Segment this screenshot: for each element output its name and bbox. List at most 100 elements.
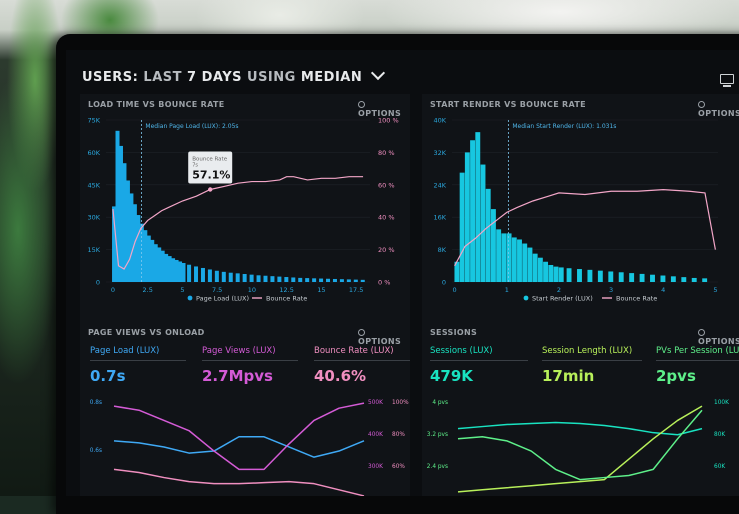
- bar: [475, 132, 480, 282]
- bar: [660, 276, 665, 282]
- y2-tick-label: 40 %: [378, 214, 395, 222]
- bar: [559, 267, 564, 282]
- bar: [178, 261, 182, 282]
- x-tick-label: 4: [661, 286, 665, 294]
- page-load-label: Page Load (LUX): [90, 346, 186, 356]
- y-tick-label: 60K: [87, 149, 100, 157]
- page-views-chart: 0.8s0.6s0.4s500K400K300K200K100%80%60%40…: [80, 394, 410, 496]
- x-tick-label: 0: [111, 286, 115, 294]
- bar: [257, 275, 261, 282]
- legend-label: Start Render (LUX): [532, 295, 593, 303]
- bar: [340, 279, 344, 282]
- y-tick-label: 4 pvs: [432, 400, 448, 406]
- bar: [507, 233, 512, 282]
- legend-label: Page Load (LUX): [196, 295, 249, 303]
- bar: [215, 271, 219, 282]
- page-load-metric[interactable]: Page Load (LUX) 0.7s: [90, 346, 186, 385]
- bar: [122, 163, 126, 282]
- legend-label: Bounce Rate: [266, 295, 307, 303]
- y-tick-label: 100%: [392, 400, 409, 406]
- y-tick-label: 400K: [368, 432, 383, 438]
- bar: [305, 278, 309, 282]
- bounce-rate-label: Bounce Rate (LUX): [314, 346, 410, 356]
- y-tick-label: 8K: [438, 246, 447, 254]
- bar: [168, 256, 172, 282]
- bar: [481, 165, 486, 282]
- bar: [171, 258, 175, 282]
- bar: [243, 274, 247, 282]
- median-annotation: Median Start Render (LUX): 1.031s: [512, 123, 616, 130]
- pvs-per-session-label: PVs Per Session (LUX): [656, 346, 739, 356]
- load-time-title: LOAD TIME VS BOUNCE RATE: [88, 100, 224, 109]
- pvs-per-session-metric[interactable]: PVs Per Session (LUX) 2pvs: [656, 346, 739, 385]
- y-tick-label: 3.2 pvs: [427, 432, 448, 438]
- monitor-icon[interactable]: [720, 74, 734, 84]
- page-views-options[interactable]: OPTIONS: [358, 328, 410, 346]
- page-views-title: PAGE VIEWS VS ONLOAD: [88, 328, 205, 337]
- legend-swatch: [188, 296, 193, 301]
- bar: [147, 236, 151, 282]
- start-render-panel: START RENDER VS BOUNCE RATE OPTIONS 0 8K 1…: [422, 94, 739, 324]
- bar: [129, 193, 133, 282]
- bar: [333, 279, 337, 282]
- y2-tick-label: 0 %: [378, 279, 390, 287]
- bar: [250, 275, 254, 282]
- bar: [650, 275, 655, 282]
- session-length-metric[interactable]: Session Length (LUX) 17min: [542, 346, 642, 385]
- bar: [512, 237, 517, 282]
- bar: [486, 189, 491, 282]
- bar: [161, 251, 165, 282]
- page-views-metric[interactable]: Page Views (LUX) 2.7Mpvs: [202, 346, 298, 385]
- y-tick-label: 75K: [87, 117, 100, 125]
- tooltip-value: 57.1%: [192, 168, 230, 181]
- tooltip-point: [208, 187, 212, 191]
- y-tick-label: 0.8s: [90, 400, 102, 406]
- page-views-panel: PAGE VIEWS VS ONLOAD OPTIONS Page Load (…: [80, 324, 410, 496]
- bar: [501, 233, 506, 282]
- y2-tick-label: 80 %: [378, 149, 395, 157]
- median-label: MEDIAN: [301, 70, 362, 85]
- gear-icon: [698, 329, 705, 336]
- bar: [136, 215, 140, 282]
- bar: [470, 140, 475, 282]
- sessions-metric[interactable]: Sessions (LUX) 479K: [430, 346, 528, 385]
- bar: [347, 279, 351, 282]
- bounce-rate-value: 40.6%: [314, 367, 410, 385]
- y-tick-label: 15K: [87, 246, 100, 254]
- bar: [587, 270, 592, 282]
- users-range-selector[interactable]: USERS: LAST 7 DAYS USING MEDIAN: [82, 70, 383, 85]
- chevron-down-icon[interactable]: [371, 66, 385, 80]
- y-tick-label: 60K: [714, 464, 725, 470]
- page-views-value: 2.7Mpvs: [202, 367, 298, 385]
- x-tick-label: 2.5: [143, 286, 153, 294]
- bar: [354, 280, 358, 282]
- bar: [277, 277, 281, 282]
- bar: [692, 278, 697, 282]
- y-tick-label: 300K: [368, 464, 383, 470]
- bar: [263, 276, 267, 282]
- bar: [143, 230, 147, 282]
- start-render-title: START RENDER VS BOUNCE RATE: [430, 100, 586, 109]
- bar: [491, 209, 496, 282]
- bar: [157, 247, 161, 282]
- page-load-value: 0.7s: [90, 367, 186, 385]
- bounce-rate-metric[interactable]: Bounce Rate (LUX) 40.6%: [314, 346, 410, 385]
- x-tick-label: 7.5: [212, 286, 222, 294]
- y-tick-label: 0.6s: [90, 448, 102, 454]
- series-line: [114, 469, 364, 496]
- bar: [548, 265, 553, 282]
- y-tick-label: 40K: [433, 117, 446, 125]
- x-tick-label: 15: [317, 286, 325, 294]
- x-tick-label: 0: [453, 286, 457, 294]
- users-label: USERS:: [82, 70, 138, 85]
- bar: [533, 254, 538, 282]
- sessions-options[interactable]: OPTIONS: [698, 328, 739, 346]
- x-tick-label: 12.5: [279, 286, 293, 294]
- bar: [182, 263, 186, 282]
- gear-icon: [358, 329, 365, 336]
- sessions-title: SESSIONS: [430, 328, 477, 337]
- bar: [201, 268, 205, 282]
- bar: [150, 240, 154, 282]
- sessions-panel: SESSIONS OPTIONS Sessions (LUX) 479K Ses…: [422, 324, 739, 496]
- load-time-chart: 015K30K45K60K75K0 %20 %40 %60 %80 %100 %…: [80, 112, 410, 322]
